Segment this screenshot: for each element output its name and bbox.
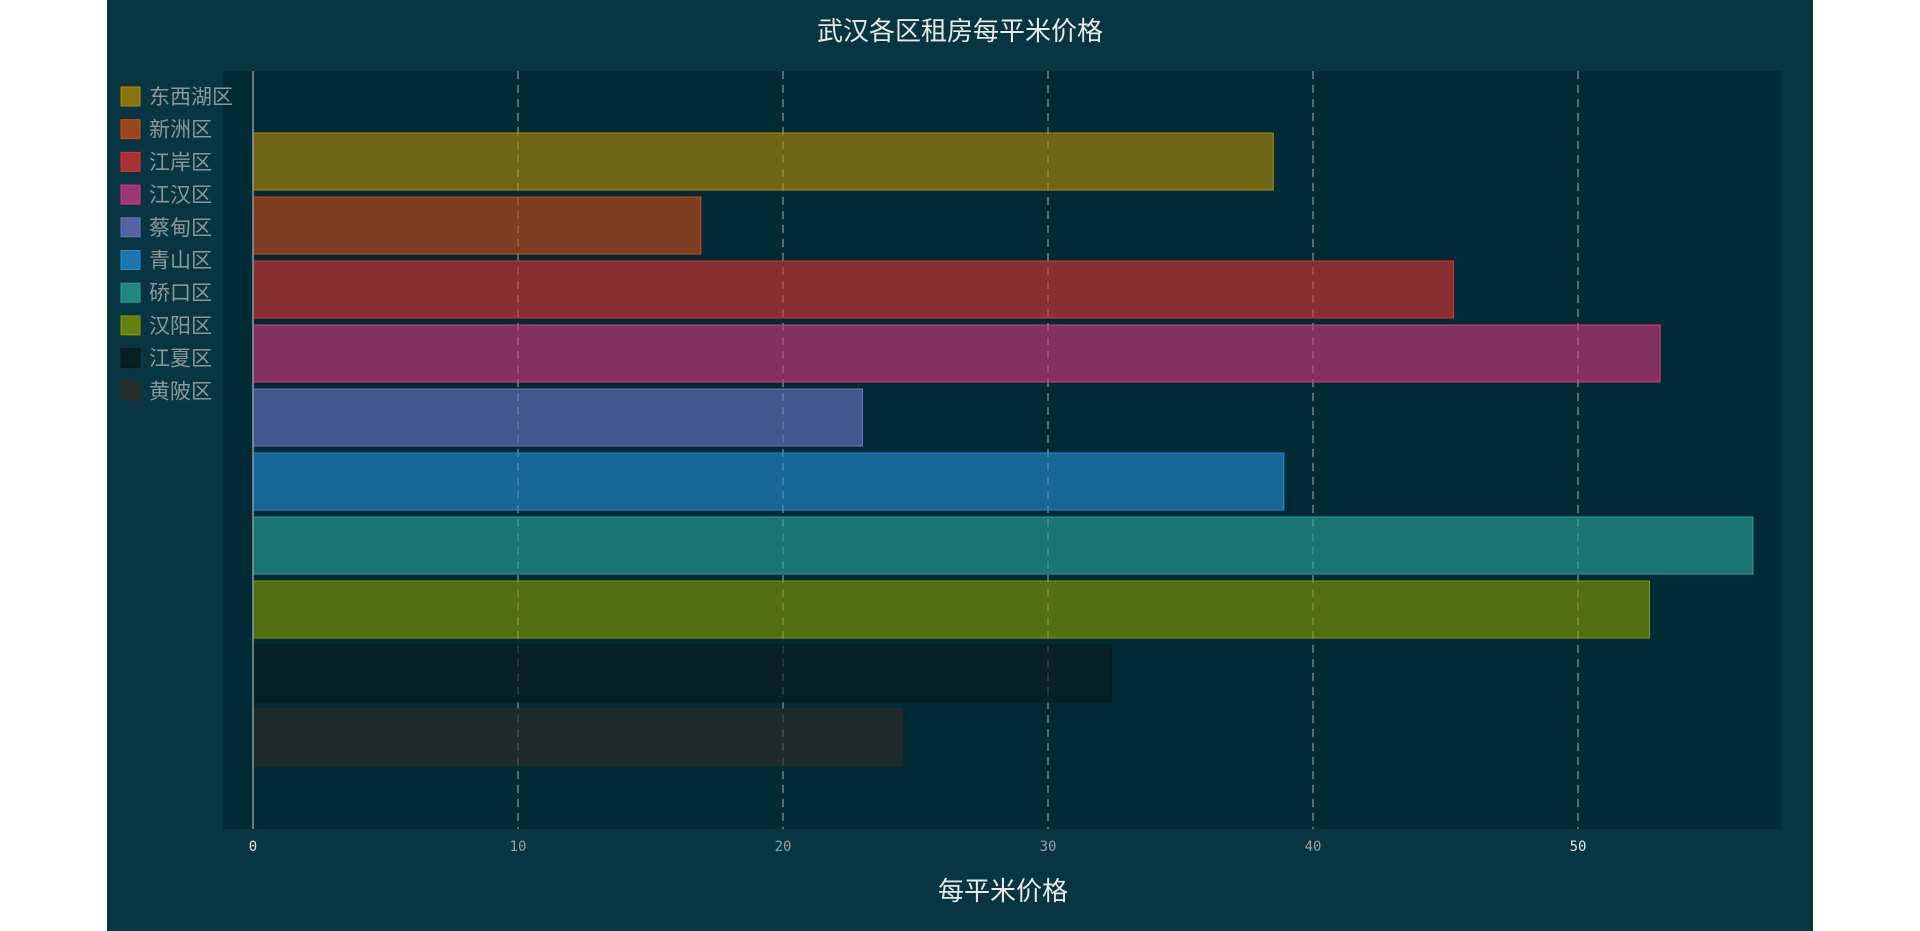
x-tick-label: 10 xyxy=(510,839,527,855)
x-tick-label: 30 xyxy=(1040,839,1057,855)
bar-0 xyxy=(252,132,1274,191)
bar-8 xyxy=(252,644,1113,703)
x-axis-ticks: 0 10 20 30 40 50 xyxy=(249,839,1587,855)
legend-swatch xyxy=(120,348,141,369)
legend-label: 江汉区 xyxy=(149,183,212,207)
bar-7 xyxy=(252,580,1651,639)
chart-title: 武汉各区租房每平米价格 xyxy=(817,17,1103,47)
bar-9 xyxy=(252,708,903,767)
legend-swatch xyxy=(120,217,141,238)
legend-swatch xyxy=(120,151,141,172)
legend-swatch xyxy=(120,86,141,107)
legend-swatch xyxy=(120,315,141,336)
x-tick-label: 50 xyxy=(1570,839,1587,855)
legend-label: 江夏区 xyxy=(149,347,212,371)
x-axis-label: 每平米价格 xyxy=(938,877,1068,907)
legend-label: 汉阳区 xyxy=(149,314,212,338)
legend-swatch xyxy=(120,380,141,401)
legend-label: 青山区 xyxy=(149,249,212,273)
bar-6 xyxy=(252,516,1754,575)
legend-label: 硚口区 xyxy=(149,281,212,305)
legend-swatch xyxy=(120,282,141,303)
legend-swatch xyxy=(120,184,141,205)
legend-swatch xyxy=(120,250,141,270)
bar-2 xyxy=(252,260,1454,319)
x-tick-label: 20 xyxy=(775,839,792,855)
legend-label: 新洲区 xyxy=(149,118,212,142)
legend-label: 东西湖区 xyxy=(149,85,233,109)
bars xyxy=(252,132,1754,767)
legend-label: 黄陂区 xyxy=(149,379,212,403)
legend-swatch xyxy=(120,119,141,140)
bar-5 xyxy=(252,452,1285,511)
legend-label: 蔡甸区 xyxy=(149,216,212,240)
bar-1 xyxy=(252,196,702,255)
bar-3 xyxy=(252,324,1661,383)
chart-container: 0 10 20 30 40 50 东西湖区新洲区江岸区江汉区蔡甸区青山区硚口区汉阳区江夏区… xyxy=(107,0,1813,931)
x-tick-label: 40 xyxy=(1305,839,1322,855)
bar-chart: 0 10 20 30 40 50 东西湖区新洲区江岸区江汉区蔡甸区青山区硚口区汉阳区江夏区… xyxy=(120,17,1781,907)
legend-label: 江岸区 xyxy=(149,150,212,174)
bar-4 xyxy=(252,388,863,447)
x-tick-label: 0 xyxy=(249,839,257,855)
